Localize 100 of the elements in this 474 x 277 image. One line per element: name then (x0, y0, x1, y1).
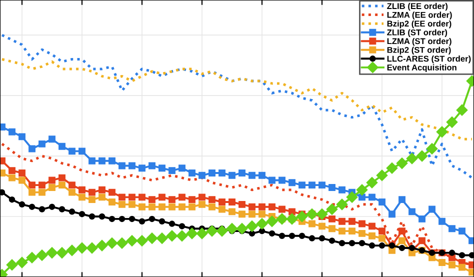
point (146, 232, 158, 244)
point (226, 223, 238, 234)
point (18, 170, 26, 176)
point (38, 188, 46, 196)
point (178, 223, 186, 230)
point (128, 162, 136, 170)
point (188, 196, 196, 204)
point (178, 164, 186, 172)
point (88, 188, 96, 196)
point (398, 228, 406, 235)
point (68, 182, 76, 189)
point (148, 196, 156, 204)
point (148, 203, 156, 210)
legend-label: ZLIB (ST order) (387, 29, 448, 37)
point (416, 150, 428, 162)
point (276, 213, 288, 225)
legend-label: ZLIB (EE order) (387, 2, 448, 11)
point (66, 244, 78, 256)
point (88, 196, 96, 204)
point (438, 218, 446, 225)
point (178, 194, 186, 201)
point (248, 203, 256, 210)
point (138, 194, 146, 201)
point (358, 220, 366, 228)
point (116, 238, 128, 249)
point (318, 222, 326, 230)
point (306, 208, 318, 220)
point (168, 203, 176, 210)
point (378, 198, 386, 206)
point (218, 170, 226, 176)
point (386, 162, 398, 174)
point (106, 238, 118, 249)
point (256, 218, 268, 230)
point (48, 184, 56, 191)
point (108, 157, 116, 164)
point (288, 208, 296, 216)
point (296, 210, 308, 222)
point (48, 136, 56, 143)
point (268, 230, 276, 237)
point (328, 225, 336, 232)
point (378, 228, 386, 235)
point (28, 188, 36, 196)
point (248, 230, 256, 237)
point (118, 216, 126, 222)
point (176, 230, 188, 242)
point (468, 261, 474, 268)
point (378, 242, 386, 249)
point (458, 264, 466, 271)
point (258, 203, 266, 210)
point (118, 200, 126, 208)
point (58, 182, 66, 189)
point (328, 184, 336, 191)
point (408, 249, 416, 256)
point (26, 252, 38, 264)
point (8, 167, 16, 174)
point (328, 215, 336, 222)
point (268, 203, 276, 210)
point (28, 204, 36, 210)
point (158, 194, 166, 201)
point (68, 148, 76, 155)
point (238, 200, 246, 208)
point (118, 194, 126, 201)
point (148, 162, 156, 170)
legend-label: LLC-ARES (ST order) (387, 56, 471, 64)
point (286, 213, 298, 225)
point (236, 223, 248, 234)
legend-label: LZMA (ST order) (387, 38, 452, 46)
point (58, 174, 66, 182)
point (288, 179, 296, 186)
point (96, 240, 108, 252)
point (38, 206, 46, 212)
point (16, 256, 28, 268)
point (318, 235, 326, 242)
point (338, 186, 346, 194)
point (198, 200, 206, 208)
point (388, 246, 396, 254)
point (98, 213, 106, 220)
point (18, 133, 26, 140)
point (28, 182, 36, 189)
point (376, 170, 388, 181)
point (328, 238, 336, 244)
point (248, 210, 256, 218)
point (168, 220, 176, 227)
legend-label: Bzip2 (ST order) (387, 46, 451, 55)
point (228, 172, 236, 179)
point (258, 210, 266, 218)
point (128, 194, 136, 201)
point (198, 172, 206, 179)
point (246, 220, 258, 232)
point (326, 204, 338, 215)
point (266, 216, 278, 227)
point (126, 235, 138, 246)
point (198, 194, 206, 201)
point (18, 176, 26, 184)
point (186, 228, 198, 240)
point (428, 206, 436, 213)
point (456, 104, 468, 116)
point (418, 215, 426, 222)
point (68, 208, 76, 215)
point (388, 210, 396, 218)
